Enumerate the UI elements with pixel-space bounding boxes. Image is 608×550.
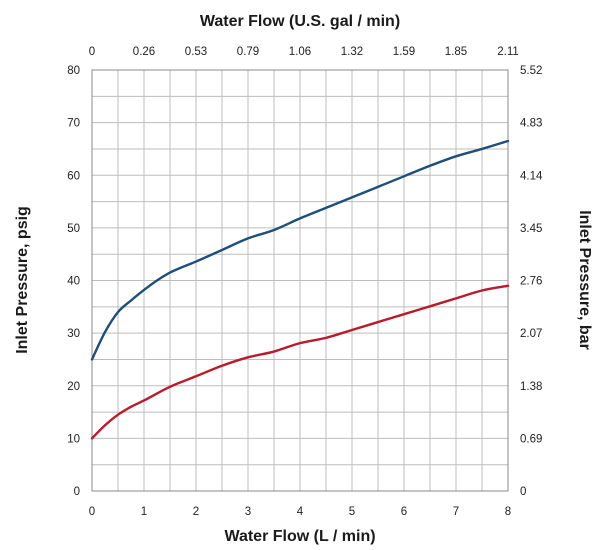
y-tick-label: 10 [67,433,80,445]
right-axis-title: Inlet Pressure, bar [576,210,593,350]
x-tick-label: 6 [401,506,407,518]
left-axis-title: Inlet Pressure, psig [14,206,31,354]
x2-tick-label: 1.85 [445,46,467,58]
x-tick-label: 3 [245,506,251,518]
x-tick-label: 4 [297,506,304,518]
x-tick-label: 1 [141,506,147,518]
y2-tick-label: 4.14 [520,170,543,182]
x-tick-label: 8 [505,506,511,518]
x-tick-label: 7 [453,506,459,518]
y2-tick-label: 1.38 [520,381,542,393]
x2-tick-label: 2.11 [497,46,519,58]
y-tick-label: 60 [67,170,80,182]
y-tick-label: 40 [67,276,80,288]
y-tick-label: 0 [74,486,80,498]
top-axis-title: Water Flow (U.S. gal / min) [200,13,400,30]
series-line-2 [90,284,510,440]
x-tick-label: 5 [349,506,355,518]
tick-labels: 0 1 2 3 4 5 6 7 80 0.26 0.53 0.79 1.06 1.32 1.59 1.85 2.… [67,46,543,518]
y2-tick-label: 0 [520,486,526,498]
y2-tick-label: 4.83 [520,118,542,130]
x-tick-label: 2 [193,506,199,518]
x-tick-label: 0 [89,506,95,518]
y-tick-label: 80 [67,65,80,77]
x2-tick-label: 0.26 [133,46,155,58]
y2-tick-label: 3.45 [520,223,542,235]
y2-tick-label: 2.76 [520,276,542,288]
x2-tick-label: 0 [89,46,95,58]
plot-frame [91,69,509,492]
y-tick-label: 50 [67,223,80,235]
y2-tick-label: 0.69 [520,433,542,445]
grid [92,70,508,491]
y-tick-label: 70 [67,118,80,130]
y2-tick-label: 2.07 [520,328,542,340]
y-tick-label: 20 [67,381,80,393]
series-line-1 [90,139,510,361]
bottom-axis-title: Water Flow (L / min) [224,528,375,545]
x2-tick-label: 1.32 [341,46,363,58]
x2-tick-label: 1.59 [393,46,415,58]
series-layer [90,139,510,440]
y-tick-label: 30 [67,328,80,340]
x2-tick-label: 1.06 [289,46,311,58]
x2-tick-label: 0.53 [185,46,207,58]
x2-tick-label: 0.79 [237,46,259,58]
y2-tick-label: 5.52 [520,65,542,77]
